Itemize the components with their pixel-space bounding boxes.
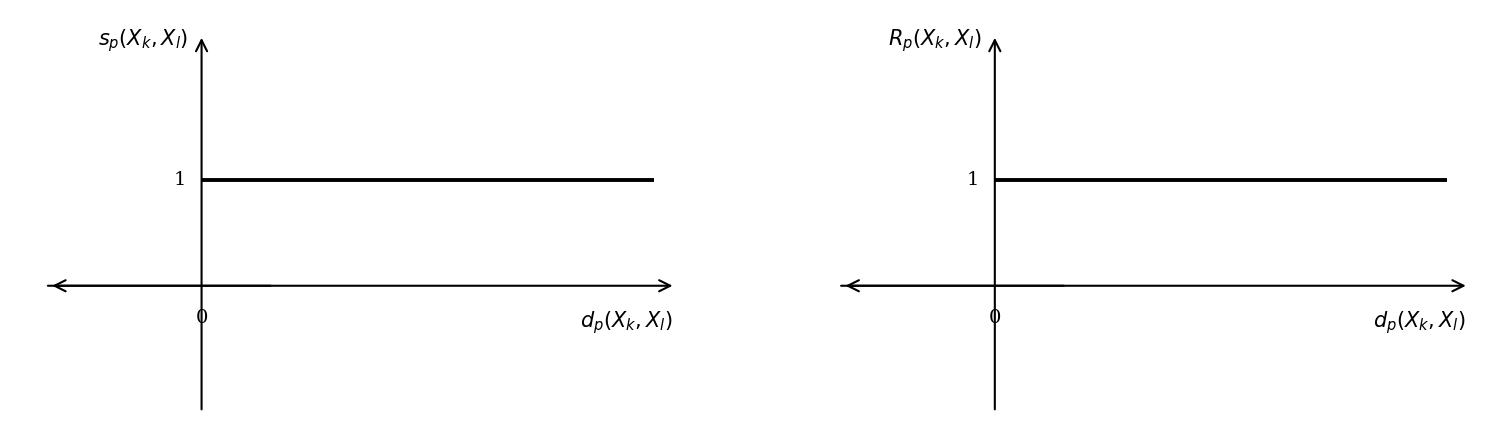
Text: 0: 0 <box>195 309 207 327</box>
Text: $s_p(X_k,X_l)$: $s_p(X_k,X_l)$ <box>98 28 188 55</box>
Text: $d_p(X_k,X_l)$: $d_p(X_k,X_l)$ <box>1374 309 1465 336</box>
Text: 0: 0 <box>989 309 1001 327</box>
Text: 1: 1 <box>173 172 186 190</box>
Text: $d_p(X_k,X_l)$: $d_p(X_k,X_l)$ <box>580 309 673 336</box>
Text: 1: 1 <box>966 172 978 190</box>
Text: $R_p(X_k,X_l)$: $R_p(X_k,X_l)$ <box>888 28 981 55</box>
